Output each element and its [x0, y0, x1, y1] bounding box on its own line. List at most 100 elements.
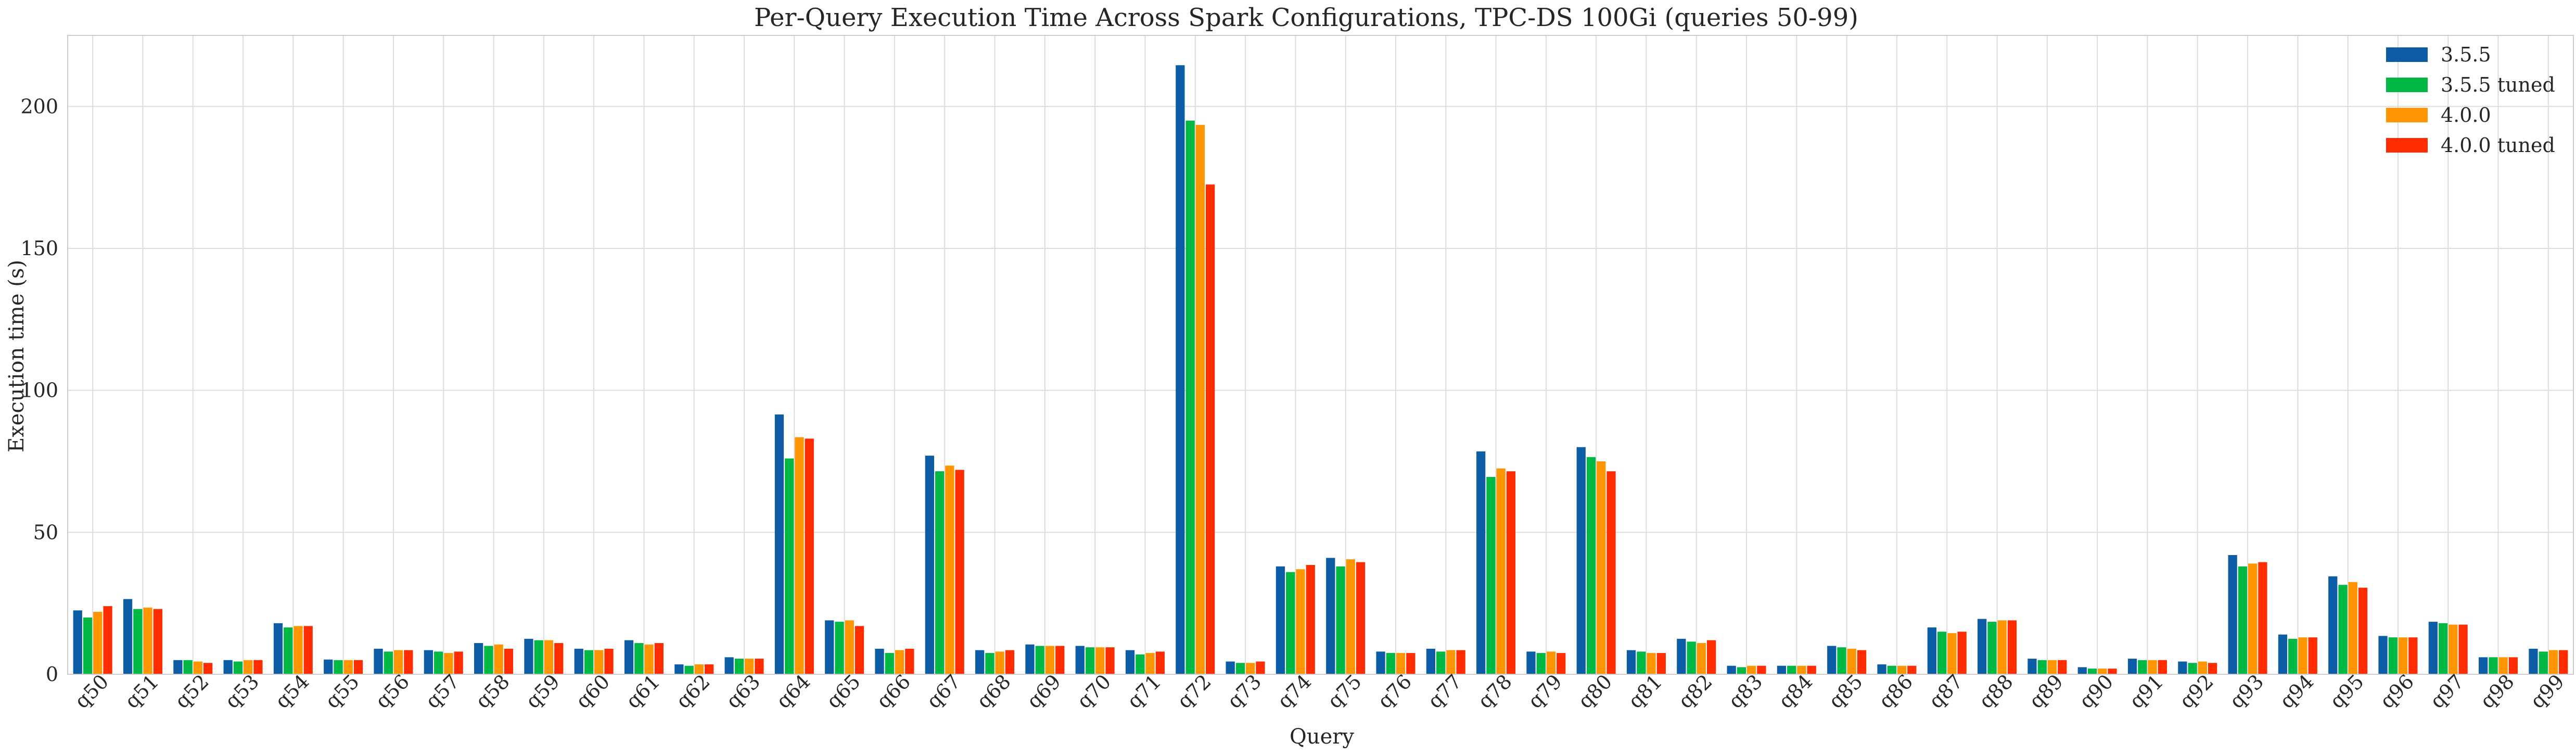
bar: [1386, 653, 1395, 674]
bar: [133, 609, 143, 674]
bar: [544, 640, 554, 674]
bar: [2248, 563, 2258, 674]
bar: [1847, 648, 1856, 674]
bar: [634, 643, 644, 674]
bar: [1807, 665, 1816, 674]
bar: [2479, 657, 2488, 674]
bar: [273, 623, 283, 674]
bar: [233, 661, 243, 674]
bar: [1526, 651, 1536, 674]
x-tick-label: q53: [221, 670, 264, 713]
bar: [1937, 632, 1947, 674]
legend-swatch: [2386, 47, 2428, 62]
bar: [2288, 638, 2298, 674]
bar: [1737, 667, 1746, 674]
bar: [2148, 660, 2157, 674]
bar: [444, 653, 453, 674]
legend-label: 4.0.0 tuned: [2441, 134, 2555, 157]
bar: [2228, 555, 2237, 674]
bar: [1396, 653, 1406, 674]
bar: [1677, 638, 1686, 674]
bar: [2348, 582, 2357, 674]
x-tick-label: q74: [1273, 670, 1316, 713]
x-tick-label: q61: [621, 670, 665, 713]
bar: [1356, 562, 1366, 674]
bar: [2328, 576, 2338, 674]
x-tick-label: q58: [471, 670, 514, 713]
grid-lines: [68, 35, 2573, 675]
bar: [1025, 644, 1035, 674]
x-tick-label: q92: [2175, 670, 2218, 713]
bar: [2438, 623, 2448, 674]
bar: [705, 664, 714, 674]
bar: [1656, 653, 1666, 674]
bar: [153, 609, 162, 674]
x-tick-label: q82: [1674, 670, 1717, 713]
bar: [193, 661, 203, 674]
bar: [1978, 619, 1987, 674]
bar: [123, 599, 133, 674]
bar: [2308, 637, 2317, 674]
bar: [1496, 468, 1506, 674]
bar: [524, 638, 533, 674]
bar: [1586, 457, 1596, 674]
legend-label: 3.5.5: [2441, 43, 2491, 66]
chart-title: Per-Query Execution Time Across Spark Co…: [754, 3, 1858, 32]
bar: [785, 458, 794, 674]
legend-swatch: [2386, 78, 2428, 92]
bar: [1606, 471, 1616, 674]
x-tick-label: q72: [1172, 670, 1216, 713]
x-tick-label: q70: [1073, 670, 1116, 713]
bar: [2238, 566, 2248, 674]
bar: [905, 648, 914, 674]
bar: [745, 659, 754, 674]
bar: [534, 640, 543, 674]
x-tick-label: q98: [2476, 670, 2519, 713]
bar: [73, 610, 82, 674]
bar: [1647, 653, 1656, 674]
bar: [885, 653, 894, 674]
bar: [1486, 476, 1496, 674]
bar: [895, 650, 904, 674]
legend-swatch: [2386, 108, 2428, 122]
bar: [1035, 646, 1044, 674]
bar: [2529, 648, 2538, 674]
bar: [574, 648, 583, 674]
bar: [554, 643, 564, 674]
bar: [334, 660, 343, 674]
bar: [393, 650, 403, 674]
y-tick-label: 100: [20, 379, 58, 402]
bar: [1075, 646, 1085, 674]
bar: [2428, 622, 2438, 674]
bar: [825, 620, 834, 674]
bar: [2047, 660, 2057, 674]
bar: [1777, 665, 1787, 674]
bar: [1005, 650, 1015, 674]
bar: [2449, 624, 2458, 674]
x-tick-label: q71: [1123, 670, 1166, 713]
x-tick-label: q60: [571, 670, 615, 713]
x-tick-label: q88: [1974, 670, 2018, 713]
x-tick-label: q56: [371, 670, 414, 713]
x-tick-label: q67: [922, 670, 965, 713]
bar: [795, 437, 804, 674]
bar: [1697, 643, 1706, 674]
legend: 3.5.5 3.5.5 tuned 4.0.0 4.0.0 tuned: [2386, 43, 2555, 157]
bar: [303, 626, 313, 674]
bar: [1306, 565, 1315, 674]
y-axis-label: Execution time (s): [5, 260, 29, 452]
bar: [1637, 651, 1646, 674]
x-tick-label: q65: [822, 670, 865, 713]
bar: [1557, 653, 1566, 674]
x-tick-label: q76: [1373, 670, 1417, 713]
bar: [143, 607, 152, 674]
bar: [2058, 660, 2067, 674]
bar: [1235, 663, 1245, 674]
bar: [223, 660, 233, 674]
bar: [1947, 633, 1957, 674]
x-tick-label: q68: [972, 670, 1015, 713]
bar: [755, 659, 764, 674]
bar: [1055, 646, 1065, 674]
bar: [1085, 647, 1095, 674]
bar: [2388, 637, 2398, 674]
